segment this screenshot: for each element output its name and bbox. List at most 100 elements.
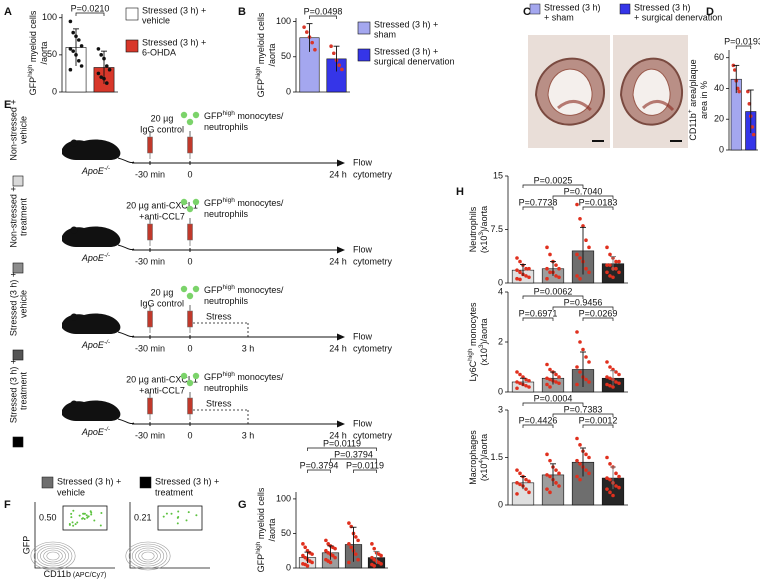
cell-icon xyxy=(180,285,188,293)
p-value: P=0.0183 xyxy=(579,197,618,207)
legend-label: surgical denervation xyxy=(374,56,455,66)
y-tick-label: 0 xyxy=(498,277,503,287)
data-point xyxy=(587,360,591,364)
event-dot xyxy=(87,515,90,518)
data-point xyxy=(554,468,558,472)
text-part: myeloid cells xyxy=(256,487,266,542)
event-dot xyxy=(170,512,173,515)
data-point xyxy=(548,270,552,275)
treatment-label: 20 µg xyxy=(151,287,174,297)
y-tick-label: 0 xyxy=(498,499,503,509)
mouse-ear xyxy=(70,226,78,234)
p-value: P=0.0012 xyxy=(579,415,618,425)
data-point xyxy=(96,47,101,51)
comparison-bracket xyxy=(330,458,377,462)
p-value: P=0.0025 xyxy=(534,175,573,185)
mouse-ear xyxy=(70,139,78,147)
data-point xyxy=(554,380,558,384)
y-axis-label: GFPhigh myeloid cells xyxy=(255,12,266,97)
data-point xyxy=(617,372,621,377)
data-point xyxy=(611,385,615,389)
legend-label: sham xyxy=(374,29,396,39)
readout-label: cytometry xyxy=(353,256,393,266)
data-point xyxy=(548,252,552,257)
data-point xyxy=(605,263,609,267)
data-point xyxy=(303,545,308,550)
data-point xyxy=(333,555,337,560)
superscript: 4 xyxy=(478,460,485,464)
superscript: high xyxy=(223,110,236,117)
data-point xyxy=(608,365,612,369)
p-value: P=0.0269 xyxy=(579,308,618,318)
time-label: 0 xyxy=(187,256,192,266)
legend-swatch xyxy=(125,7,139,21)
cell-icon xyxy=(186,118,194,126)
data-point xyxy=(545,362,549,367)
event-dot xyxy=(86,516,89,519)
treatment-label: IgG control xyxy=(140,298,184,308)
cell-icon xyxy=(180,372,188,380)
data-point xyxy=(557,266,561,271)
legend-swatch xyxy=(357,48,371,62)
legend-label: Stressed (3 h) + xyxy=(142,5,206,15)
cells-label: neutrophils xyxy=(204,296,249,306)
y-tick-label: 3 xyxy=(498,404,503,414)
data-point xyxy=(349,545,354,550)
data-point xyxy=(545,276,549,281)
panel-label: G xyxy=(238,499,247,511)
comparison-bracket xyxy=(552,413,614,417)
treatment-label: 20 µg anti-CXCL1 xyxy=(126,374,198,384)
p-value: P=0.7738 xyxy=(519,197,558,207)
data-point xyxy=(614,471,618,476)
data-point xyxy=(515,386,519,391)
event-dot xyxy=(185,519,188,522)
cells-label: GFPhigh monocytes/ xyxy=(204,197,284,208)
text-part: myeloid cells xyxy=(256,12,266,67)
text-part: neutrophils xyxy=(204,383,249,393)
cells-label: neutrophils xyxy=(204,209,249,219)
p-value: P=0.3794 xyxy=(334,449,373,459)
data-point xyxy=(584,468,588,472)
data-point xyxy=(518,372,522,377)
superscript: high xyxy=(27,64,34,77)
cells-label: GFPhigh monocytes/ xyxy=(204,284,284,295)
event-dot xyxy=(162,515,165,518)
p-value: P=0.0004 xyxy=(534,393,573,403)
y-tick-label: 50 xyxy=(47,49,57,59)
y-tick-label: 60 xyxy=(714,52,724,62)
data-point xyxy=(331,553,335,558)
panel-label: D xyxy=(706,6,714,18)
comparison-bracket xyxy=(735,45,752,49)
time-label: 24 h xyxy=(329,256,347,266)
data-point xyxy=(587,455,591,460)
event-dot xyxy=(177,516,180,519)
legend-swatch xyxy=(529,3,541,15)
treatment-label: +anti-CCL7 xyxy=(139,211,185,221)
comparison-bracket xyxy=(522,206,554,210)
data-point xyxy=(68,19,73,24)
time-label: 24 h xyxy=(329,343,347,353)
panel-label: C xyxy=(523,6,531,18)
data-point xyxy=(557,275,561,280)
group-label: vehicle xyxy=(18,116,28,144)
data-point xyxy=(527,378,531,383)
text-part: area/plaque xyxy=(688,59,698,109)
data-point xyxy=(518,270,522,275)
text-part: )/aorta xyxy=(479,318,489,344)
treatment-label: 20 µg xyxy=(151,113,174,123)
data-point xyxy=(557,375,561,379)
group-label: Stressed (3 h) + xyxy=(8,272,18,336)
timeline-arrowhead xyxy=(337,246,345,254)
data-point xyxy=(372,564,377,568)
group-label: Non-stressed + xyxy=(8,186,18,247)
syringe-body xyxy=(147,136,153,154)
group-label: treatment xyxy=(18,371,28,410)
data-point xyxy=(557,471,561,476)
data-point xyxy=(329,44,333,48)
data-point xyxy=(578,276,582,281)
cells-label: neutrophils xyxy=(204,122,249,132)
data-point xyxy=(301,553,305,558)
time-label: 3 h xyxy=(242,430,255,440)
y-tick-label: 100 xyxy=(276,16,291,26)
data-point xyxy=(575,436,579,441)
